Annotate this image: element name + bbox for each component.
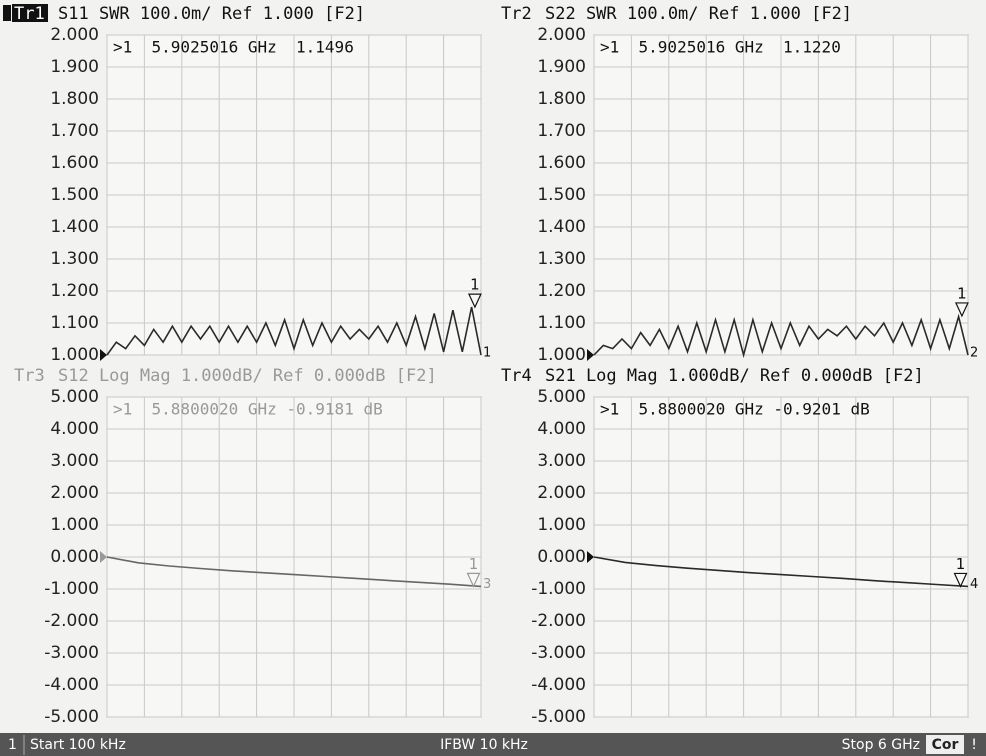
marker-triangle (954, 302, 969, 318)
y-tick-label: 1.500 (537, 185, 586, 205)
y-tick-label: 1.000 (50, 345, 99, 365)
marker-readout: >1 5.9025016 GHz 1.1496 (113, 38, 354, 57)
ref-marker (100, 551, 107, 563)
y-tick-label: 1.800 (537, 89, 586, 109)
trace-header: S22 SWR 100.0m/ Ref 1.000 [F2] (545, 4, 852, 24)
ref-marker (587, 551, 594, 563)
y-tick-label: -3.000 (44, 643, 99, 663)
trace-line (106, 556, 482, 588)
marker-label: 1 (469, 555, 479, 573)
stop-frequency: Stop 6 GHz (842, 737, 920, 753)
marker-triangle (953, 572, 968, 588)
y-tick-label: 2.000 (537, 483, 586, 503)
marker-readout: >1 5.8800020 GHz -0.9181 dB (113, 400, 383, 419)
trace-number: 3 (483, 577, 491, 592)
trace-number: 1 (483, 346, 491, 361)
y-tick-label: 1.200 (50, 281, 99, 301)
y-tick-label: 1.700 (50, 121, 99, 141)
y-tick-label: 1.700 (537, 121, 586, 141)
trace-line (593, 556, 969, 588)
trace-number: 2 (970, 346, 978, 361)
trace-id: Tr3 (14, 366, 45, 386)
trace-id-box (12, 4, 48, 22)
marker-readout: >1 5.8800020 GHz -0.9201 dB (600, 400, 870, 419)
y-tick-label: -1.000 (44, 579, 99, 599)
y-tick-label: 1.600 (537, 153, 586, 173)
marker-label: 1 (956, 555, 966, 573)
y-tick-label: 4.000 (537, 419, 586, 439)
marker-triangle (466, 572, 481, 588)
trace-id: Tr2 (501, 4, 532, 24)
channel-number: 1 (8, 737, 17, 753)
marker-readout: >1 5.9025016 GHz 1.1220 (600, 38, 841, 57)
correction-status: Cor (932, 737, 959, 753)
y-tick-label: -4.000 (531, 675, 586, 695)
y-tick-label: 1.500 (50, 185, 99, 205)
y-tick-label: 3.000 (50, 451, 99, 471)
alert: ! (971, 737, 977, 753)
y-tick-label: 1.300 (537, 249, 586, 269)
trace-header: S21 Log Mag 1.000dB/ Ref 0.000dB [F2] (545, 366, 924, 386)
y-tick-label: 5.000 (537, 387, 586, 407)
y-tick-label: 1.300 (50, 249, 99, 269)
y-tick-label: 1.200 (537, 281, 586, 301)
trace-header: S12 Log Mag 1.000dB/ Ref 0.000dB [F2] (58, 366, 437, 386)
y-tick-label: 5.000 (50, 387, 99, 407)
y-tick-label: 1.900 (537, 57, 586, 77)
marker-label: 1 (957, 284, 967, 302)
y-tick-label: 1.800 (50, 89, 99, 109)
status-bar (0, 733, 986, 756)
trace-line (106, 306, 482, 356)
y-tick-label: 1.000 (537, 345, 586, 365)
y-tick-label: 2.000 (50, 483, 99, 503)
y-tick-label: 2.000 (50, 25, 99, 45)
y-tick-label: -5.000 (531, 707, 586, 727)
y-tick-label: 1.000 (537, 515, 586, 535)
y-tick-label: -5.000 (44, 707, 99, 727)
active-trace-flag (3, 5, 11, 21)
trace-id: Tr4 (501, 366, 532, 386)
trace-number: 4 (970, 577, 978, 592)
y-tick-label: 1.100 (537, 313, 586, 333)
trace-header: S11 SWR 100.0m/ Ref 1.000 [F2] (58, 4, 365, 24)
correction-box (926, 735, 964, 754)
y-tick-label: -1.000 (531, 579, 586, 599)
y-tick-label: -4.000 (44, 675, 99, 695)
y-tick-label: 1.000 (50, 515, 99, 535)
trace-line (593, 313, 969, 359)
start-frequency: Start 100 kHz (30, 737, 126, 753)
marker-triangle (467, 293, 482, 309)
y-tick-label: 0.000 (50, 547, 99, 567)
y-tick-label: 1.400 (537, 217, 586, 237)
y-tick-label: 1.400 (50, 217, 99, 237)
ifbw: IFBW 10 kHz (440, 737, 528, 753)
marker-label: 1 (470, 276, 480, 294)
y-tick-label: 0.000 (537, 547, 586, 567)
y-tick-label: 1.900 (50, 57, 99, 77)
y-tick-label: -3.000 (531, 643, 586, 663)
y-tick-label: -2.000 (531, 611, 586, 631)
ref-marker (587, 349, 594, 361)
y-tick-label: 2.000 (537, 25, 586, 45)
y-tick-label: 3.000 (537, 451, 586, 471)
y-tick-label: 4.000 (50, 419, 99, 439)
trace-id: Tr1 (14, 4, 45, 24)
ref-marker (100, 349, 107, 361)
y-tick-label: -2.000 (44, 611, 99, 631)
y-tick-label: 1.100 (50, 313, 99, 333)
y-tick-label: 1.600 (50, 153, 99, 173)
